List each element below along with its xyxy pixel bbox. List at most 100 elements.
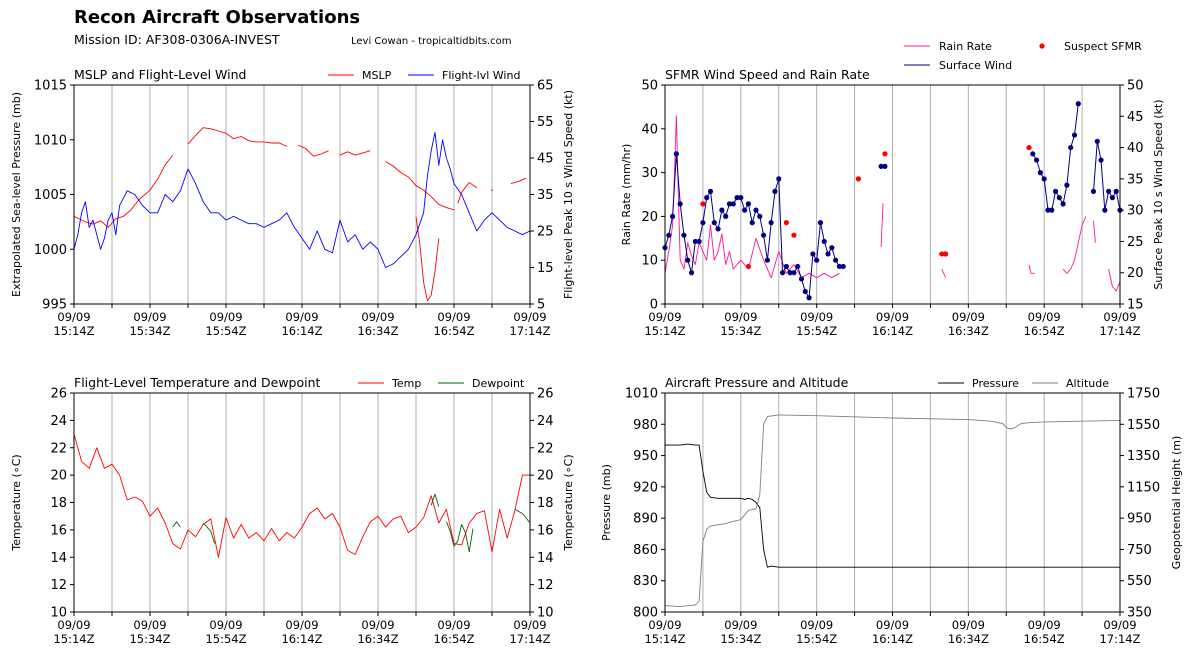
data-point <box>749 220 755 226</box>
data-point <box>685 257 691 263</box>
series-line <box>941 268 947 278</box>
data-point <box>1068 144 1074 151</box>
data-point <box>817 220 824 226</box>
suspect-point <box>700 201 706 207</box>
ytick-label: 980 <box>633 418 658 433</box>
series-line <box>73 154 174 228</box>
ytick-label: 12 <box>50 578 67 593</box>
series-sfmr-1 <box>662 101 1123 301</box>
ytick-label: 1005 <box>34 188 67 203</box>
xtick-label: 09/09 <box>285 618 318 632</box>
xtick-label: 09/09 <box>648 310 681 324</box>
xtick-label: 09/09 <box>361 310 394 324</box>
data-point <box>757 213 763 219</box>
series-line <box>1032 103 1079 211</box>
mission-id: Mission ID: AF308-0306A-INVEST <box>74 32 280 47</box>
ylabel-right: Geopotential Height (m) <box>1170 436 1183 570</box>
legend-label: MSLP <box>362 69 392 82</box>
data-point <box>791 270 797 276</box>
ytick-label-right: 20 <box>1127 266 1144 281</box>
xtick-label: 09/09 <box>513 618 546 632</box>
xtick-label: 09/09 <box>437 310 470 324</box>
xtick-label: 09/09 <box>209 618 242 632</box>
ylabel-right: Flight-level Peak 10 s Wind Speed (kt) <box>562 90 575 299</box>
data-point <box>719 207 725 213</box>
data-point <box>836 263 843 270</box>
xtick-label: 09/09 <box>952 618 985 632</box>
data-point <box>840 263 846 270</box>
xtick-label: 09/09 <box>648 618 681 632</box>
ytick-label: 920 <box>633 480 658 495</box>
data-point <box>707 188 714 194</box>
data-point <box>734 195 740 201</box>
data-point <box>764 257 770 263</box>
xtick-label: 09/09 <box>876 310 909 324</box>
data-point <box>1052 188 1059 194</box>
legend-label: Surface Wind <box>939 59 1012 72</box>
series-alt-1 <box>664 414 1121 607</box>
data-point <box>730 201 736 207</box>
suspect-point <box>745 263 752 270</box>
data-point <box>681 232 687 238</box>
ytick-label: 18 <box>50 496 67 511</box>
data-point <box>715 226 721 232</box>
data-point <box>688 270 695 276</box>
series-line <box>430 493 440 507</box>
data-point <box>772 188 778 194</box>
series-line <box>339 150 371 156</box>
xtick-label: 15:14Z <box>53 632 94 646</box>
chart-title: Aircraft Pressure and Altitude <box>665 375 849 390</box>
ytick-label-right: 1150 <box>1127 480 1160 495</box>
data-point <box>795 263 801 270</box>
xtick-label: 09/09 <box>800 618 833 632</box>
series-line <box>298 144 329 157</box>
xtick-label: 09/09 <box>1103 618 1136 632</box>
ytick-label: 20 <box>50 469 67 484</box>
chart-mslp: 9951000100510101015515253545556509/0915:… <box>10 67 575 338</box>
ytick-label-right: 15 <box>1127 298 1144 313</box>
xtick-label: 15:54Z <box>796 632 837 646</box>
ytick-label-right: 40 <box>1127 141 1144 156</box>
ytick-label: 1015 <box>34 79 67 94</box>
xtick-label: 16:34Z <box>948 324 989 338</box>
ytick-label: 830 <box>633 574 658 589</box>
data-point <box>833 257 839 263</box>
data-point <box>1037 170 1043 176</box>
ytick-label: 1010 <box>34 133 67 148</box>
chart-title: Flight-Level Temperature and Dewpoint <box>74 375 321 390</box>
data-point <box>745 201 752 207</box>
credit-text: Levi Cowan - tropicaltidbits.com <box>351 36 512 47</box>
xtick-label: 09/09 <box>724 618 757 632</box>
legend-swatch <box>1039 43 1045 49</box>
series-line <box>664 414 1121 607</box>
ytick-label-right: 950 <box>1127 512 1152 527</box>
series-line <box>1062 216 1087 274</box>
ytick-label-right: 24 <box>537 414 554 429</box>
series-temp-1 <box>172 493 531 553</box>
xtick-label: 15:54Z <box>205 632 246 646</box>
ytick-label-right: 12 <box>537 578 554 593</box>
data-point <box>704 195 710 201</box>
suspect-point <box>939 251 945 257</box>
data-point <box>677 201 683 207</box>
series-line <box>1093 140 1121 211</box>
xtick-label: 17:14Z <box>509 324 550 338</box>
series-line <box>187 127 287 147</box>
data-point <box>1109 195 1116 201</box>
ylabel-left: Extrapolated Sea-level Pressure (mb) <box>10 92 23 297</box>
series-sfmr-2 <box>700 144 1032 270</box>
data-point <box>1041 176 1047 182</box>
data-point <box>696 238 702 245</box>
xtick-label: 16:14Z <box>872 324 913 338</box>
ytick-label-right: 10 <box>537 606 554 621</box>
xtick-label: 15:54Z <box>796 324 837 338</box>
legend-label: Suspect SFMR <box>1064 40 1142 53</box>
legend-label: Altitude <box>1066 377 1109 390</box>
ytick-label: 890 <box>633 512 658 527</box>
legend-sfmr: Rain Rate Surface Wind Suspect SFMR <box>904 40 1142 72</box>
series-line <box>73 433 530 558</box>
data-point <box>1090 188 1097 194</box>
series-mslp-0 <box>73 127 527 302</box>
series-line <box>665 443 1120 568</box>
xtick-label: 09/09 <box>1028 618 1061 632</box>
